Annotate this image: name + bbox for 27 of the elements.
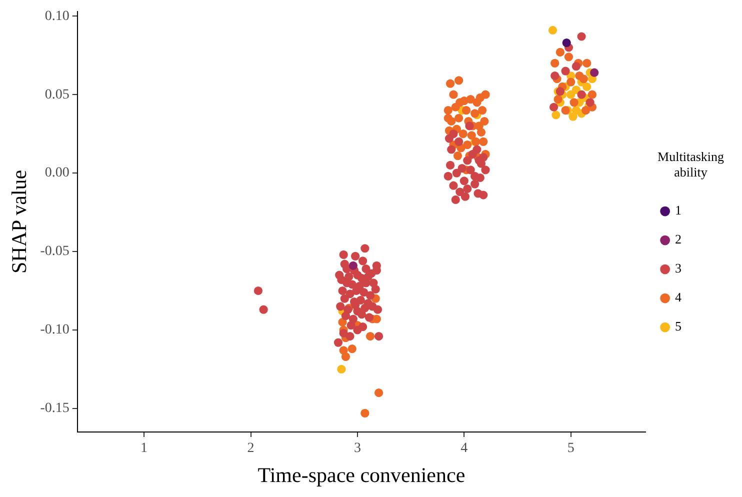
- point: [348, 261, 358, 270]
- x-tick-label: 2: [247, 441, 254, 456]
- point: [572, 86, 580, 94]
- point: [582, 82, 592, 92]
- y-tick-label: 0.10: [44, 8, 70, 24]
- x-tick-label: 5: [567, 441, 574, 456]
- y-tick-label: -0.15: [40, 401, 70, 416]
- y-tick-label: 0.05: [44, 87, 70, 102]
- legend-label: 3: [675, 260, 682, 276]
- legend-label: 4: [675, 290, 682, 305]
- y-tick-label: 0.00: [44, 166, 70, 181]
- legend-label: 5: [675, 318, 682, 334]
- x-tick-label: 4: [460, 441, 468, 456]
- point: [552, 110, 560, 120]
- point: [590, 68, 599, 77]
- y-axis-title: SHAP value: [7, 170, 32, 274]
- point: [548, 26, 558, 35]
- point: [562, 38, 571, 48]
- legend-label: 1: [675, 202, 682, 218]
- y-tick-label: -0.05: [40, 244, 70, 260]
- point: [337, 364, 346, 374]
- x-tick-label: 1: [140, 441, 148, 456]
- y-tick-label: -0.10: [40, 322, 70, 338]
- x-tick-label: 3: [354, 441, 361, 456]
- legend-title: Multitasking ability: [658, 149, 724, 180]
- x-axis-title: Time-space convenience: [258, 462, 466, 487]
- legend-label: 2: [675, 232, 682, 247]
